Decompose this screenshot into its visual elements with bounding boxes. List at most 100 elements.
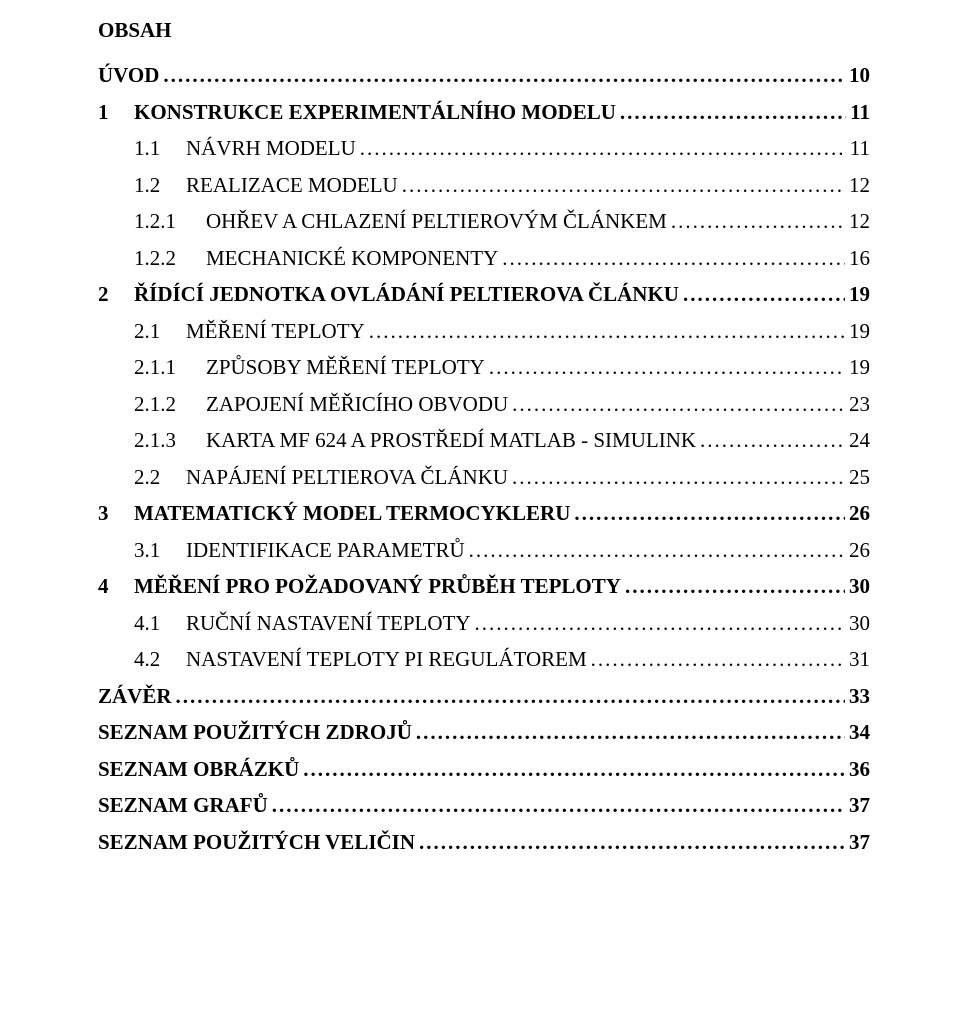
toc-entry-text: MĚŘENÍ PRO POŽADOVANÝ PRŮBĚH TEPLOTY [134, 574, 621, 598]
toc-entry-label: ÚVOD [98, 65, 159, 86]
toc-entry-text: ŘÍDÍCÍ JEDNOTKA OVLÁDÁNÍ PELTIEROVA ČLÁN… [134, 282, 679, 306]
toc-leader: ........................................… [268, 795, 845, 816]
toc-entry-number: 4 [98, 576, 134, 597]
toc-entry-page: 36 [845, 759, 870, 780]
toc-entry-number: 3 [98, 503, 134, 524]
toc-leader: ........................................… [498, 248, 845, 269]
toc-entry: SEZNAM OBRÁZKŮ..........................… [98, 759, 870, 780]
toc-leader: ........................................… [508, 467, 845, 488]
toc-leader: ........................................… [398, 175, 845, 196]
toc-entry-label: 4MĚŘENÍ PRO POŽADOVANÝ PRŮBĚH TEPLOTY [98, 576, 621, 597]
toc-entry-page: 30 [845, 576, 870, 597]
toc-entry-number: 3.1 [134, 540, 186, 561]
page: OBSAH ÚVOD..............................… [0, 0, 960, 908]
toc-leader: ........................................… [485, 357, 845, 378]
toc-entry-label: 1.2.2MECHANICKÉ KOMPONENTY [134, 248, 498, 269]
toc-entry-text: SEZNAM GRAFŮ [98, 793, 268, 817]
toc-leader: ........................................… [365, 321, 845, 342]
toc-entry-number: 1.2.2 [134, 248, 206, 269]
toc-title: OBSAH [98, 18, 870, 43]
toc-entry-text: SEZNAM OBRÁZKŮ [98, 757, 299, 781]
toc-leader: ........................................… [508, 394, 845, 415]
toc-entry: ÚVOD....................................… [98, 65, 870, 86]
toc-leader: ........................................… [159, 65, 845, 86]
toc-entry-label: SEZNAM POUŽITÝCH ZDROJŮ [98, 722, 412, 743]
toc-leader: ........................................… [616, 102, 846, 123]
toc-entry: SEZNAM POUŽITÝCH ZDROJŮ.................… [98, 722, 870, 743]
toc-entry: ZÁVĚR...................................… [98, 686, 870, 707]
toc-entry-text: KARTA MF 624 A PROSTŘEDÍ MATLAB - SIMULI… [206, 428, 696, 452]
toc-entry-text: ZÁVĚR [98, 684, 172, 708]
toc-entry-page: 31 [845, 649, 870, 670]
toc-leader: ........................................… [299, 759, 845, 780]
toc-entry-page: 24 [845, 430, 870, 451]
toc-entry-page: 11 [846, 138, 870, 159]
toc-entry-number: 2 [98, 284, 134, 305]
toc-entry-number: 1.1 [134, 138, 186, 159]
toc-entry-number: 2.1.2 [134, 394, 206, 415]
toc-entry: 3.1IDENTIFIKACE PARAMETRŮ...............… [98, 540, 870, 561]
toc-entry-text: SEZNAM POUŽITÝCH VELIČIN [98, 830, 415, 854]
toc-entry-page: 30 [845, 613, 870, 634]
toc-leader: ........................................… [667, 211, 845, 232]
toc-entry: 2.2NAPÁJENÍ PELTIEROVA ČLÁNKU...........… [98, 467, 870, 488]
toc-entry-page: 34 [845, 722, 870, 743]
toc-leader: ........................................… [356, 138, 846, 159]
toc-entry-text: IDENTIFIKACE PARAMETRŮ [186, 538, 465, 562]
toc-leader: ........................................… [471, 613, 845, 634]
toc-entry-number: 2.1 [134, 321, 186, 342]
toc-entry-label: 1.1NÁVRH MODELU [134, 138, 356, 159]
toc-entry-text: ÚVOD [98, 63, 159, 87]
toc-leader: ........................................… [412, 722, 845, 743]
toc-entry-label: SEZNAM POUŽITÝCH VELIČIN [98, 832, 415, 853]
toc-entry-text: NÁVRH MODELU [186, 136, 356, 160]
toc-entry: SEZNAM GRAFŮ............................… [98, 795, 870, 816]
toc-leader: ........................................… [570, 503, 845, 524]
toc-entry: 2ŘÍDÍCÍ JEDNOTKA OVLÁDÁNÍ PELTIEROVA ČLÁ… [98, 284, 870, 305]
toc-entry: 4.2NASTAVENÍ TEPLOTY PI REGULÁTOREM.....… [98, 649, 870, 670]
toc-leader: ........................................… [696, 430, 845, 451]
toc-entry-label: 4.2NASTAVENÍ TEPLOTY PI REGULÁTOREM [134, 649, 587, 670]
toc-entry-label: 2.1MĚŘENÍ TEPLOTY [134, 321, 365, 342]
toc-entry: SEZNAM POUŽITÝCH VELIČIN................… [98, 832, 870, 853]
toc-entry-page: 37 [845, 795, 870, 816]
toc-entry-number: 4.1 [134, 613, 186, 634]
toc-entry: 4.1RUČNÍ NASTAVENÍ TEPLOTY..............… [98, 613, 870, 634]
toc-entry-label: 2ŘÍDÍCÍ JEDNOTKA OVLÁDÁNÍ PELTIEROVA ČLÁ… [98, 284, 679, 305]
toc-entry-page: 37 [845, 832, 870, 853]
toc-entry-page: 19 [845, 284, 870, 305]
toc-entry-page: 16 [845, 248, 870, 269]
toc-entry-text: MECHANICKÉ KOMPONENTY [206, 246, 498, 270]
toc-leader: ........................................… [415, 832, 845, 853]
toc-entry-number: 1.2 [134, 175, 186, 196]
toc-entry-text: MATEMATICKÝ MODEL TERMOCYKLERU [134, 501, 570, 525]
toc-entry: 2.1.2ZAPOJENÍ MĚŘICÍHO OBVODU...........… [98, 394, 870, 415]
toc-entry-label: 1.2.1OHŘEV A CHLAZENÍ PELTIEROVÝM ČLÁNKE… [134, 211, 667, 232]
toc-entry-number: 4.2 [134, 649, 186, 670]
toc-entry-number: 2.1.3 [134, 430, 206, 451]
toc-entry-number: 2.2 [134, 467, 186, 488]
toc-entry-page: 11 [846, 102, 870, 123]
toc-entry-label: 2.2NAPÁJENÍ PELTIEROVA ČLÁNKU [134, 467, 508, 488]
toc-entry-page: 19 [845, 357, 870, 378]
toc-entry: 2.1.3KARTA MF 624 A PROSTŘEDÍ MATLAB - S… [98, 430, 870, 451]
toc-entry-label: SEZNAM OBRÁZKŮ [98, 759, 299, 780]
toc-entry-text: RUČNÍ NASTAVENÍ TEPLOTY [186, 611, 471, 635]
toc-entry-page: 25 [845, 467, 870, 488]
toc-entry-page: 12 [845, 211, 870, 232]
toc-entry: 1.2REALIZACE MODELU.....................… [98, 175, 870, 196]
toc-entry-label: 1.2REALIZACE MODELU [134, 175, 398, 196]
toc-entry-label: 1KONSTRUKCE EXPERIMENTÁLNÍHO MODELU [98, 102, 616, 123]
toc-entry-label: 2.1.2ZAPOJENÍ MĚŘICÍHO OBVODU [134, 394, 508, 415]
toc-entry-number: 2.1.1 [134, 357, 206, 378]
toc-entry-text: REALIZACE MODELU [186, 173, 398, 197]
toc-entry-label: 2.1.3KARTA MF 624 A PROSTŘEDÍ MATLAB - S… [134, 430, 696, 451]
toc-entry-number: 1.2.1 [134, 211, 206, 232]
toc-leader: ........................................… [621, 576, 845, 597]
toc-entry-text: OHŘEV A CHLAZENÍ PELTIEROVÝM ČLÁNKEM [206, 209, 667, 233]
toc-entry: 1KONSTRUKCE EXPERIMENTÁLNÍHO MODELU.....… [98, 102, 870, 123]
toc-entry-label: 3MATEMATICKÝ MODEL TERMOCYKLERU [98, 503, 570, 524]
toc-entry-label: 4.1RUČNÍ NASTAVENÍ TEPLOTY [134, 613, 471, 634]
toc-entry: 1.1NÁVRH MODELU.........................… [98, 138, 870, 159]
toc-entry-number: 1 [98, 102, 134, 123]
